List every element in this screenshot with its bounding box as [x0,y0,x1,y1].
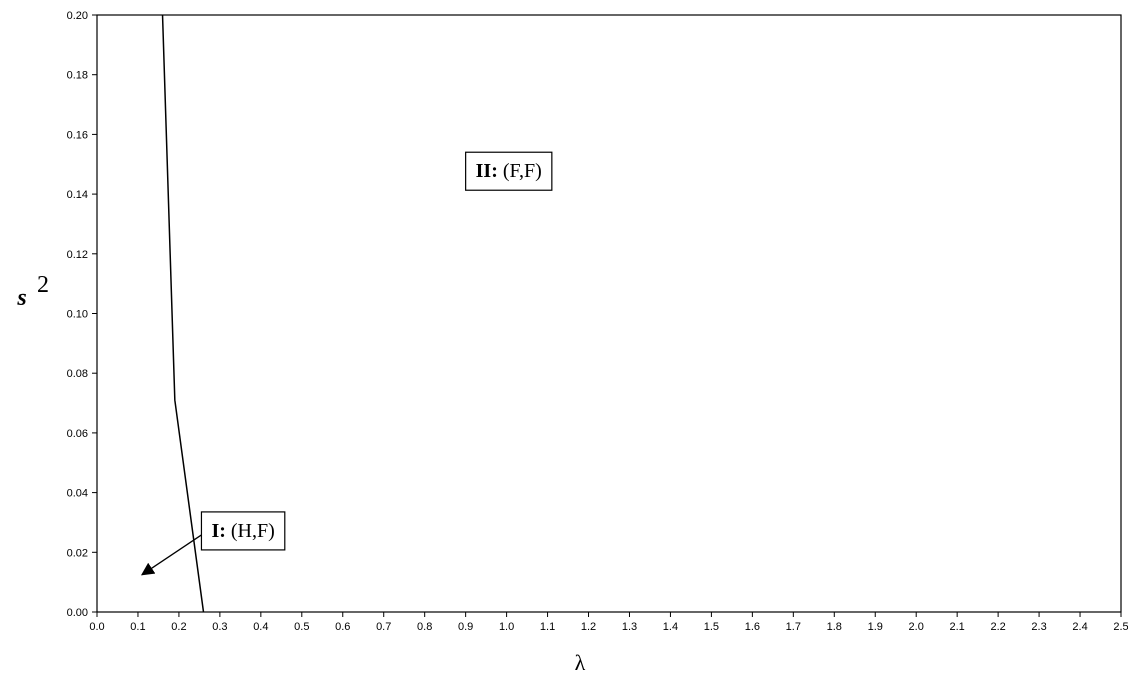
x-tick-label: 0.6 [335,621,350,633]
region-label-value: (F,F) [498,160,542,182]
y-axis-title-superscript: 2 [37,272,49,298]
x-tick-label: 1.5 [704,621,719,633]
x-tick-label: 0.9 [458,621,473,633]
x-tick-label: 1.8 [827,621,842,633]
y-tick-label: 0.10 [67,309,88,321]
y-axis-ticks: 0.00 0.02 0.04 0.06 0.08 0.10 0.12 0.14 0.16 0.18… [67,10,97,619]
region-arrow [140,534,202,576]
series-layer [161,14,205,613]
x-tick-label: 0.3 [212,621,227,633]
region-label-text: II: (F,F) [476,160,542,182]
x-axis-ticks: 0.0 0.1 0.2 0.3 0.4 0.5 0.6 0.7 0.8 0.9 1.0 1.1 1.2 1… [89,612,1128,633]
x-tick-label: 0.2 [171,621,186,633]
x-tick-label: 2.0 [909,621,924,633]
x-tick-label: 1.7 [786,621,801,633]
x-tick-label: 1.0 [499,621,514,633]
x-tick-label: 2.1 [950,621,965,633]
y-tick-label: 0.16 [67,129,88,141]
y-tick-label: 0.18 [67,70,88,82]
y-tick-label: 0.04 [67,488,88,500]
x-tick-label: 2.2 [990,621,1005,633]
x-tick-label: 2.4 [1072,621,1087,633]
x-tick-label: 0.1 [130,621,145,633]
x-tick-label: 1.2 [581,621,596,633]
boundary-line [161,14,205,613]
region-label: I: (H,F) [140,511,286,576]
region-label: II: (F,F) [465,151,553,191]
x-tick-label: 0.8 [417,621,432,633]
x-tick-label: 2.3 [1031,621,1046,633]
region-label-id: II: [476,160,498,182]
x-tick-label: 1.1 [540,621,555,633]
region-label-id: I: [211,520,225,542]
x-tick-label: 1.6 [745,621,760,633]
y-tick-label: 0.08 [67,368,88,380]
y-tick-label: 0.14 [67,189,88,201]
y-tick-label: 0.06 [67,428,88,440]
x-tick-label: 0.5 [294,621,309,633]
annotation-layer: II: (F,F) I: (H,F) [140,151,553,576]
region-label-box [200,511,286,551]
x-tick-label: 1.3 [622,621,637,633]
x-axis-title: λ [575,650,586,675]
y-tick-label: 0.20 [67,10,88,22]
y-tick-label: 0.02 [67,547,88,559]
y-tick-label: 0.12 [67,249,88,261]
region-label-value: (H,F) [226,520,275,542]
x-tick-label: 0.0 [89,621,104,633]
x-tick-label: 0.4 [253,621,268,633]
y-tick-label: 0.00 [67,607,88,619]
region-label-box [465,151,553,191]
x-tick-label: 0.7 [376,621,391,633]
region-label-text: I: (H,F) [211,520,274,542]
x-tick-label: 1.4 [663,621,678,633]
x-tick-label: 2.5 [1113,621,1128,633]
y-axis-title: s [16,285,26,311]
x-tick-label: 1.9 [868,621,883,633]
